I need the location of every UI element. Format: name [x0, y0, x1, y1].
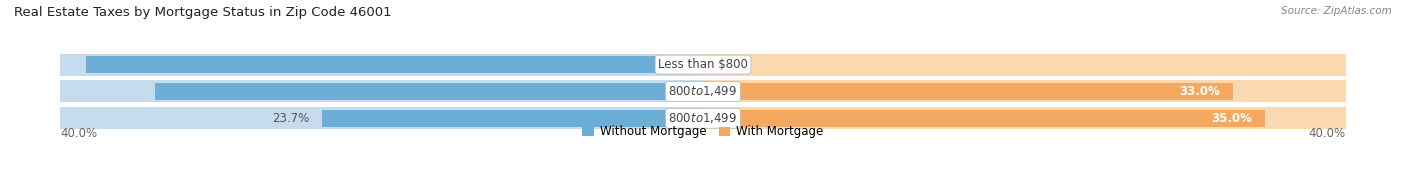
Text: $800 to $1,499: $800 to $1,499	[668, 111, 738, 125]
Text: Real Estate Taxes by Mortgage Status in Zip Code 46001: Real Estate Taxes by Mortgage Status in …	[14, 6, 392, 19]
Text: 40.0%: 40.0%	[60, 127, 97, 140]
Bar	[703, 107, 1346, 129]
Bar	[86, 56, 703, 73]
Text: 0.0%: 0.0%	[716, 58, 745, 71]
Bar	[703, 110, 1265, 127]
Text: $800 to $1,499: $800 to $1,499	[668, 84, 738, 98]
Bar	[60, 107, 703, 129]
Bar	[703, 80, 1346, 103]
Text: 23.7%: 23.7%	[273, 112, 309, 125]
Bar	[322, 110, 703, 127]
Text: 40.0%: 40.0%	[1309, 127, 1346, 140]
Bar	[60, 54, 703, 76]
Text: 33.0%: 33.0%	[1180, 85, 1220, 98]
Legend: Without Mortgage, With Mortgage: Without Mortgage, With Mortgage	[578, 121, 828, 143]
Bar	[703, 54, 1346, 76]
Bar	[155, 83, 703, 100]
Text: 34.1%: 34.1%	[662, 85, 704, 98]
Text: 38.4%: 38.4%	[662, 58, 704, 71]
Text: 35.0%: 35.0%	[1212, 112, 1253, 125]
Text: Source: ZipAtlas.com: Source: ZipAtlas.com	[1281, 6, 1392, 16]
Bar	[60, 80, 703, 103]
Bar	[703, 83, 1233, 100]
Text: Less than $800: Less than $800	[658, 58, 748, 71]
